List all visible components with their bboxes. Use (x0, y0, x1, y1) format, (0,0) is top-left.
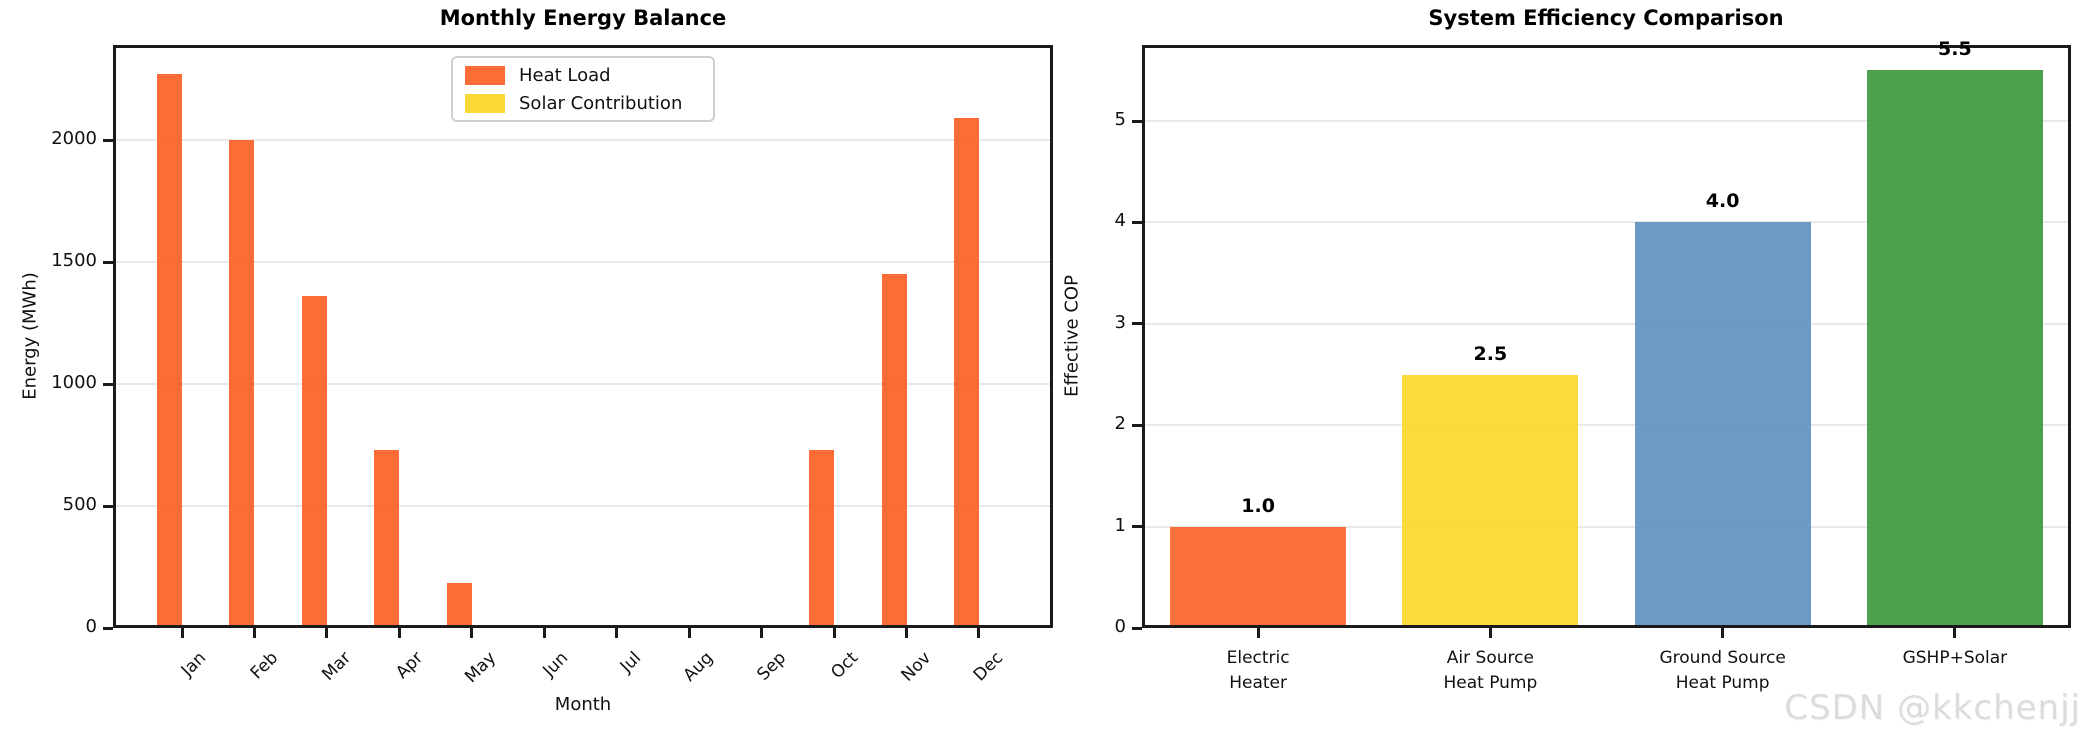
x-tick-label-month: Sep (752, 648, 790, 685)
y-tick-label: 4 (1114, 210, 1126, 232)
x-tick-label-category: GSHP+Solar (1902, 648, 2008, 668)
x-tick-label-category: Ground Source Heat Pump (1659, 648, 1786, 693)
x-tickmark (1953, 628, 1957, 638)
solar-bar (399, 625, 425, 628)
heat-load-bar (301, 296, 327, 628)
y-tickmark (103, 626, 113, 630)
cop-bar (1402, 374, 1579, 628)
x-tick-label-month: Aug (679, 648, 718, 686)
x-tickmark (542, 628, 546, 638)
solar-bar (471, 625, 497, 628)
heat-load-bar (157, 74, 182, 628)
gridline (116, 505, 1050, 508)
x-tick-label-category: Air Source Heat Pump (1443, 648, 1538, 693)
y-tickmark (103, 260, 113, 264)
x-tickmark (615, 628, 619, 638)
right-y-axis-label: Effective COP (1061, 275, 1083, 397)
x-tick-label-month: Nov (897, 648, 935, 686)
x-tick-label-month: Mar (318, 648, 356, 685)
x-tickmark (180, 628, 184, 638)
y-tick-label: 2000 (51, 128, 97, 150)
y-tickmark (1132, 525, 1142, 529)
x-tick-label-month: Feb (247, 648, 283, 684)
x-tickmark (1488, 628, 1492, 638)
y-tick-label: 1 (1114, 514, 1126, 536)
heat-load-swatch-icon (465, 65, 505, 85)
x-tickmark (977, 628, 981, 638)
left-chart-title: Monthly Energy Balance (439, 6, 727, 30)
legend-label-heat-load: Heat Load (519, 64, 611, 86)
x-tick-label-month: Apr (392, 648, 428, 683)
y-tickmark (1132, 220, 1142, 224)
right-chart-title: System Efficiency Comparison (1428, 6, 1784, 30)
y-tickmark (1132, 626, 1142, 630)
heat-load-bar (374, 449, 400, 628)
gridline (116, 139, 1050, 142)
gridline (1145, 120, 2068, 123)
solar-swatch-icon (465, 93, 505, 113)
heat-load-bar (809, 449, 835, 628)
cop-bar (1170, 526, 1347, 628)
bar-value-label: 5.5 (1938, 38, 1972, 61)
legend: Heat Load Solar Contribution (451, 56, 715, 122)
legend-row-heat-load: Heat Load (465, 65, 701, 86)
y-tickmark (103, 382, 113, 386)
gridline (1145, 424, 2068, 427)
heat-load-bar (953, 118, 979, 628)
y-tick-label: 500 (62, 494, 97, 516)
gridline (116, 261, 1050, 264)
x-tickmark (832, 628, 836, 638)
y-tickmark (1132, 119, 1142, 123)
x-tickmark (397, 628, 401, 638)
x-tickmark (760, 628, 764, 638)
bar-value-label: 1.0 (1241, 494, 1275, 517)
x-tick-label-month: Oct (827, 648, 863, 683)
x-tickmark (252, 628, 256, 638)
heat-load-bar (446, 582, 472, 628)
gridline (116, 383, 1050, 386)
x-tickmark (687, 628, 691, 638)
y-tick-label: 5 (1114, 109, 1126, 131)
cop-bar (1866, 70, 2043, 628)
y-tick-label: 3 (1114, 311, 1126, 333)
legend-row-solar: Solar Contribution (465, 93, 701, 114)
watermark: CSDN @kkchenjj (1784, 688, 2081, 728)
y-tick-label: 0 (85, 616, 97, 637)
y-tick-label: 0 (1114, 616, 1126, 637)
heat-load-bar (229, 140, 255, 628)
x-tick-label-month: Dec (969, 648, 1008, 686)
cop-bar (1634, 222, 1811, 628)
y-tickmark (103, 504, 113, 508)
y-tick-label: 1500 (51, 250, 97, 272)
y-tickmark (1132, 423, 1142, 427)
x-tick-label-month: May (460, 648, 500, 688)
y-tickmark (1132, 322, 1142, 326)
y-tick-label: 2 (1114, 413, 1126, 435)
gridline (1145, 322, 2068, 325)
x-tick-label-month: Jan (177, 648, 211, 681)
x-tick-label-category: Electric Heater (1226, 648, 1290, 693)
legend-label-solar: Solar Contribution (519, 92, 683, 114)
x-tickmark (470, 628, 474, 638)
x-tickmark (1721, 628, 1725, 638)
left-x-axis-label: Month (554, 694, 612, 715)
y-tick-label: 1000 (51, 372, 97, 394)
gridline (1145, 525, 2068, 528)
bar-value-label: 2.5 (1473, 342, 1508, 365)
x-tickmark (1256, 628, 1260, 638)
bar-value-label: 4.0 (1705, 190, 1740, 213)
gridline (1145, 221, 2068, 224)
x-tickmark (905, 628, 908, 638)
heat-load-bar (881, 274, 907, 628)
x-tickmark (325, 628, 329, 638)
y-tickmark (103, 138, 113, 142)
